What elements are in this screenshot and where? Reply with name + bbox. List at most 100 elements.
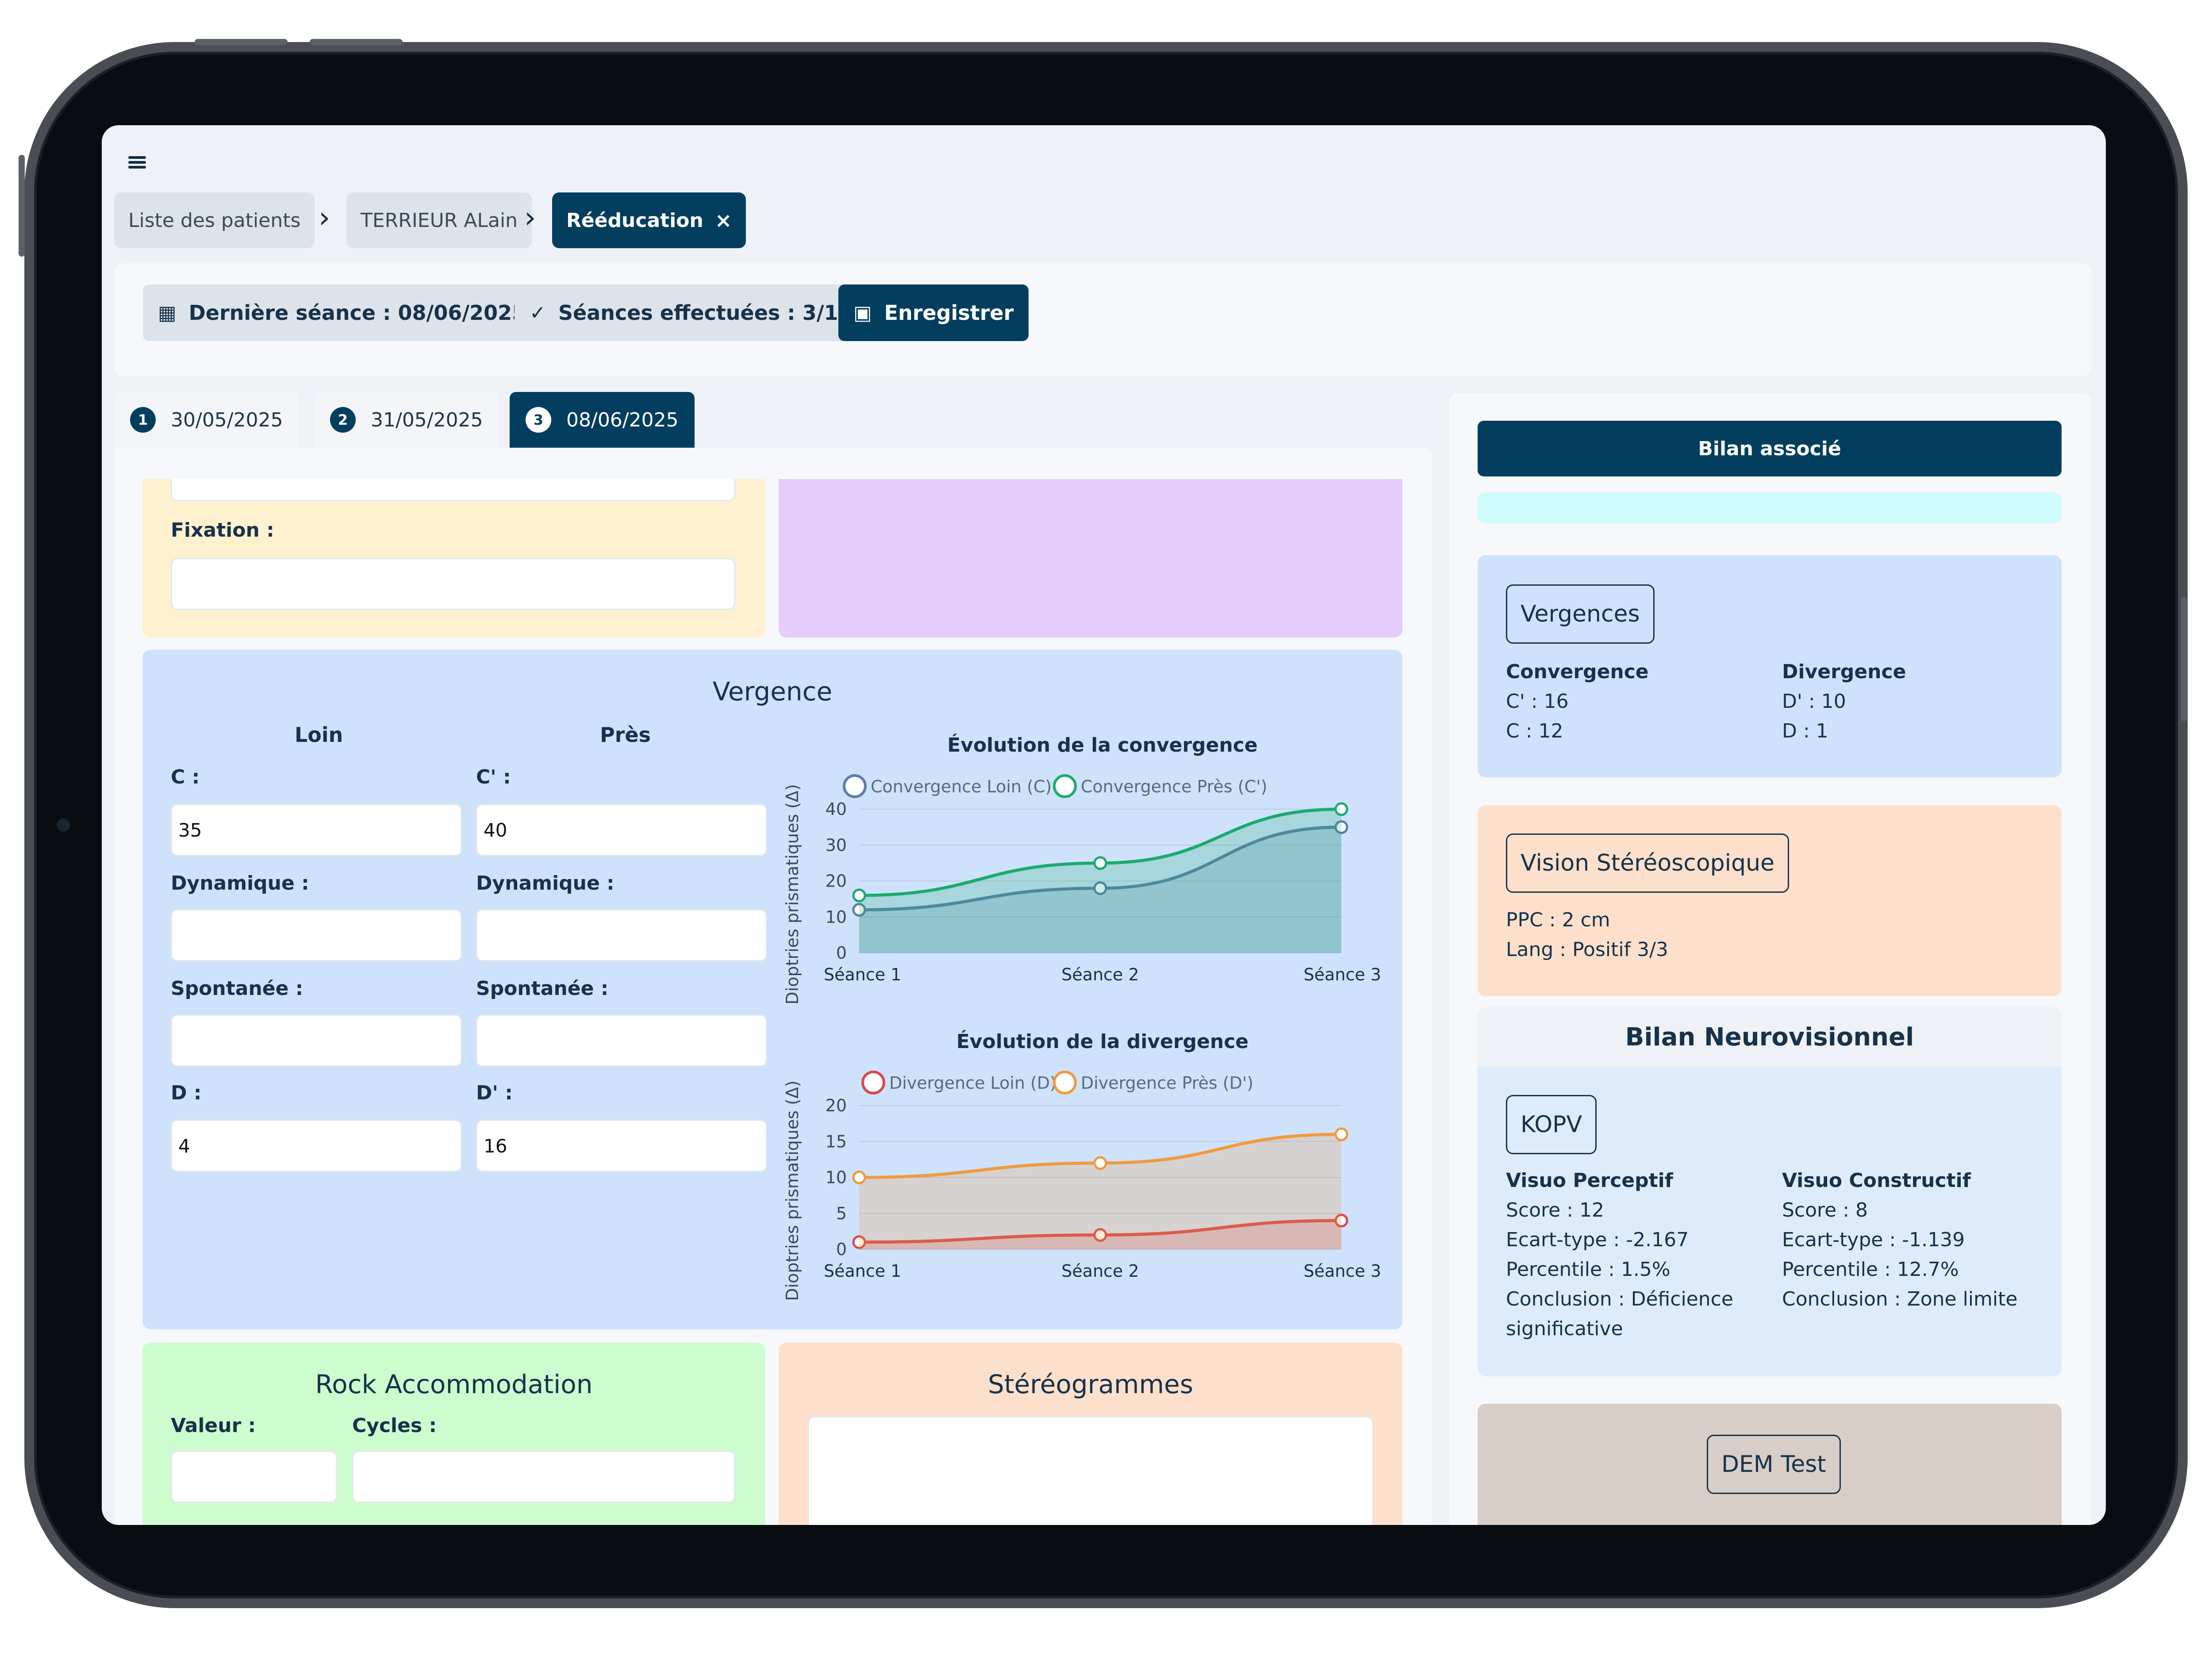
stereograms-title: Stéréogrammes (987, 1369, 1194, 1399)
visuo-perceptif-heading: Visuo Perceptif (1506, 1169, 1673, 1192)
volume-button-2 (310, 39, 403, 45)
spontaneous-near-input[interactable] (476, 1014, 767, 1067)
rock-accommodation-card: Rock Accommodation Valeur : Cycles : (142, 1343, 765, 1525)
linked-assessment-button[interactable]: Bilan associé (1478, 421, 2062, 476)
chevron-right-icon: › (524, 200, 536, 234)
breadcrumb-patients-label: Liste des patients (128, 209, 301, 232)
calendar-icon: ▦ (158, 301, 177, 324)
divergence-heading: Divergence (1782, 661, 1906, 683)
vergences-tag: Vergences (1506, 584, 1655, 644)
d-label: D : (171, 1082, 202, 1104)
tab-session-1[interactable]: 1 30/05/2025 (114, 392, 299, 448)
visuo-constructif-percentile: Percentile : 12.7% (1782, 1258, 1959, 1281)
d-input[interactable]: 4 (171, 1120, 462, 1172)
y-tick-label: 20 (826, 1096, 847, 1115)
sessions-done-text: Séances effectuées : 3/12 (558, 301, 853, 325)
legend-marker (1053, 774, 1077, 798)
c-prime-input[interactable]: 40 (476, 804, 767, 856)
data-point (1334, 1214, 1348, 1228)
convergence-c-prime: C' : 16 (1506, 690, 1569, 713)
dynamic-far-input[interactable] (171, 909, 462, 961)
visuo-perceptif-ecart: Ecart-type : -2.167 (1506, 1229, 1689, 1251)
dynamic-near-input[interactable] (476, 909, 767, 961)
breadcrumb-patients[interactable]: Liste des patients (114, 192, 315, 248)
menu-icon[interactable] (128, 156, 146, 169)
data-point (852, 903, 866, 917)
close-icon[interactable]: × (714, 208, 732, 232)
convergence-heading: Convergence (1506, 661, 1649, 683)
breadcrumb-patient[interactable]: TERRIEUR ALain (346, 192, 532, 248)
d-prime-input[interactable]: 16 (476, 1120, 767, 1172)
legend-label: Divergence Loin (D) (889, 1073, 1056, 1093)
visuo-constructif-heading: Visuo Constructif (1782, 1169, 1971, 1192)
check-icon: ✓ (530, 301, 546, 324)
sessions-done-badge: ✓ Séances effectuées : 3/12 (515, 284, 868, 341)
previous-field[interactable] (171, 479, 735, 501)
dynamic-far-label: Dynamique : (171, 872, 309, 895)
rock-cycles-input[interactable] (352, 1451, 735, 1503)
y-axis-label: Dioptries prismatiques (Δ) (783, 1080, 802, 1301)
data-point (1093, 1156, 1107, 1170)
y-tick-label: 10 (826, 1168, 847, 1187)
tab-number: 1 (130, 407, 156, 433)
tab-session-2[interactable]: 2 31/05/2025 (314, 392, 499, 448)
dynamic-near-label: Dynamique : (476, 872, 614, 895)
visuo-constructif-ecart: Ecart-type : -1.139 (1782, 1229, 1965, 1251)
vergence-card: Vergence Loin Près C : 35 C' : 40 Dynami… (142, 650, 1402, 1329)
side-button-2 (2181, 597, 2187, 721)
series-area (859, 809, 1341, 953)
divergence-chart: Évolution de la divergence Dioptries pris… (783, 1029, 1381, 1301)
stereograms-card: Stéréogrammes (779, 1343, 1402, 1525)
visuo-constructif-score: Score : 8 (1782, 1199, 1868, 1221)
c-input[interactable]: 35 (171, 804, 462, 856)
dem-test-card: DEM Test (1478, 1404, 2062, 1525)
legend-marker (861, 1071, 885, 1094)
purple-card (779, 479, 1402, 637)
visuo-perceptif-conclusion: Conclusion : Déficience (1506, 1288, 1733, 1310)
spontaneous-near-label: Spontanée : (476, 977, 609, 1000)
save-button[interactable]: ▣ Enregistrer (838, 284, 1029, 341)
rock-accommodation-title: Rock Accommodation (315, 1369, 593, 1399)
ppc-value: PPC : 2 cm (1506, 909, 1610, 931)
stereograms-input[interactable] (808, 1416, 1373, 1525)
divergence-d-prime: D' : 10 (1782, 690, 1846, 713)
data-point (1334, 1127, 1348, 1141)
vergence-title: Vergence (712, 676, 833, 707)
last-session-badge: ▦ Dernière séance : 08/06/2025 (143, 284, 541, 341)
data-point (852, 888, 866, 902)
data-point (1093, 881, 1107, 895)
legend-label: Convergence Loin (C) (871, 777, 1052, 796)
fixation-input[interactable] (171, 558, 735, 610)
divergence-d: D : 1 (1782, 720, 1828, 742)
legend-marker (1053, 1071, 1077, 1094)
convergence-chart: Évolution de la convergence Dioptries pri… (783, 733, 1381, 1005)
dem-test-tag: DEM Test (1707, 1435, 1841, 1494)
save-icon: ▣ (853, 301, 872, 324)
stereo-vision-card: Vision Stéréoscopique PPC : 2 cm Lang : … (1478, 805, 2062, 996)
camera-icon (57, 818, 70, 832)
linked-assessment-label: Bilan associé (1698, 437, 1841, 460)
breadcrumb-current[interactable]: Rééducation × (552, 192, 746, 248)
spontaneous-far-input[interactable] (171, 1014, 462, 1067)
chart-title: Évolution de la divergence (956, 1029, 1249, 1053)
series-area (859, 1134, 1341, 1249)
x-tick-label: Séance 3 (1304, 965, 1381, 984)
tab-session-3[interactable]: 3 08/06/2025 (510, 392, 695, 448)
rock-value-input[interactable] (171, 1451, 337, 1503)
tab-number: 2 (330, 407, 356, 433)
kopv-tag: KOPV (1506, 1095, 1597, 1154)
vergences-summary-card: Vergences Convergence C' : 16 C : 12 Div… (1478, 555, 2062, 777)
spontaneous-far-label: Spontanée : (171, 977, 303, 1000)
convergence-c: C : 12 (1506, 720, 1563, 742)
y-tick-label: 20 (826, 872, 847, 891)
last-session-text: Dernière séance : 08/06/2025 (188, 301, 526, 325)
c-label: C : (171, 766, 200, 788)
x-tick-label: Séance 3 (1304, 1261, 1381, 1281)
data-point (1093, 856, 1107, 870)
legend-marker (843, 774, 867, 798)
rock-cycles-label: Cycles : (352, 1414, 437, 1437)
data-point (852, 1171, 866, 1184)
rock-value-label: Valeur : (171, 1414, 256, 1437)
visuo-perceptif-percentile: Percentile : 1.5% (1506, 1258, 1671, 1281)
data-point (1334, 820, 1348, 834)
